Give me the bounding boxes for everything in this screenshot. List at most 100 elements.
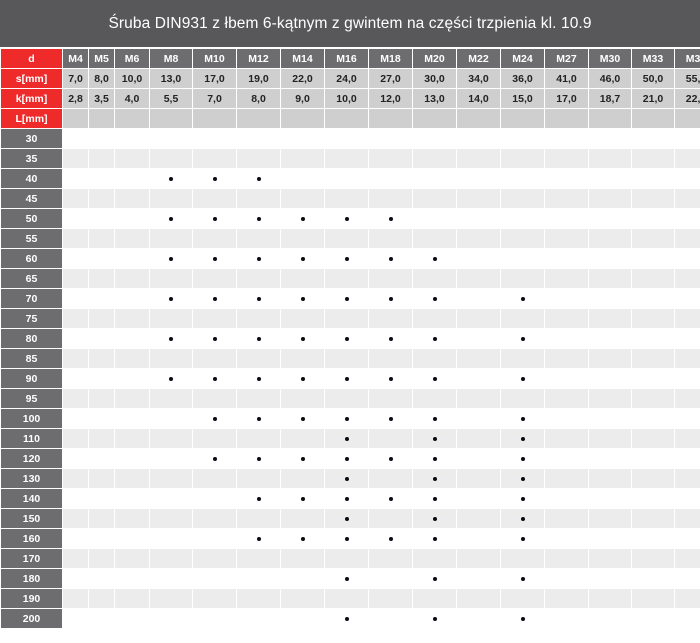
cell-L90-M10: [193, 369, 236, 388]
cell-L110-M12: [237, 429, 280, 448]
cell-L180-M18: [369, 569, 412, 588]
cell-L130-M12: [237, 469, 280, 488]
cell-L110-M27: [545, 429, 588, 448]
k-value-M20: 13,0: [413, 89, 456, 108]
header-row-d: d M4 M5 M6 M8 M10 M12 M14 M16 M18 M20 M22 M24 M27 M30…: [1, 49, 700, 68]
availability-dot-icon: [344, 576, 349, 581]
availability-dot-icon: [520, 336, 525, 341]
cell-L130-M14: [281, 469, 324, 488]
cell-L85-M24: [501, 349, 544, 368]
k-value-M12: 8,0: [237, 89, 280, 108]
cell-L110-M20: [413, 429, 456, 448]
availability-dot-icon: [300, 416, 305, 421]
availability-dot-icon: [212, 256, 217, 261]
cell-L70-M18: [369, 289, 412, 308]
row-label-L50: 50: [1, 209, 62, 228]
cell-L30-M5: [89, 129, 114, 148]
cell-L35-M10: [193, 149, 236, 168]
header-label-k: k[mm]: [1, 89, 62, 108]
cell-L90-M22: [457, 369, 500, 388]
cell-L100-M20: [413, 409, 456, 428]
cell-L90-M8: [150, 369, 192, 388]
cell-L150-M4: [63, 509, 88, 528]
table-row: 140: [1, 489, 700, 508]
cell-L95-M4: [63, 389, 88, 408]
cell-L75-M27: [545, 309, 588, 328]
cell-L190-M24: [501, 589, 544, 608]
availability-dot-icon: [212, 336, 217, 341]
cell-L45-M10: [193, 189, 236, 208]
cell-L130-M6: [115, 469, 149, 488]
availability-dot-icon: [432, 496, 437, 501]
availability-dot-icon: [344, 416, 349, 421]
cell-L75-M8: [150, 309, 192, 328]
cell-L90-M33: [632, 369, 674, 388]
cell-L75-M12: [237, 309, 280, 328]
availability-dot-icon: [256, 536, 261, 541]
col-header-M36: M36: [675, 49, 700, 68]
cell-L60-M4: [63, 249, 88, 268]
cell-L85-M12: [237, 349, 280, 368]
s-value-M16: 24,0: [325, 69, 368, 88]
availability-dot-icon: [256, 176, 261, 181]
cell-L100-M8: [150, 409, 192, 428]
cell-L130-M20: [413, 469, 456, 488]
table-row: 200: [1, 609, 700, 628]
cell-L65-M24: [501, 269, 544, 288]
cell-L190-M8: [150, 589, 192, 608]
availability-dot-icon: [520, 536, 525, 541]
cell-L100-M12: [237, 409, 280, 428]
cell-L120-M6: [115, 449, 149, 468]
row-label-L120: 120: [1, 449, 62, 468]
cell-L95-M20: [413, 389, 456, 408]
cell-L90-M24: [501, 369, 544, 388]
cell-L55-M16: [325, 229, 368, 248]
cell-L65-M27: [545, 269, 588, 288]
cell-L65-M6: [115, 269, 149, 288]
cell-L110-M24: [501, 429, 544, 448]
cell-L150-M8: [150, 509, 192, 528]
row-label-L45: 45: [1, 189, 62, 208]
availability-dot-icon: [388, 536, 393, 541]
s-value-M24: 36,0: [501, 69, 544, 88]
availability-dot-icon: [432, 536, 437, 541]
availability-dot-icon: [432, 456, 437, 461]
cell-L110-M8: [150, 429, 192, 448]
cell-L140-M20: [413, 489, 456, 508]
availability-dot-icon: [169, 216, 173, 221]
availability-dot-icon: [169, 296, 173, 301]
availability-dot-icon: [344, 616, 349, 621]
cell-L30-M8: [150, 129, 192, 148]
cell-L30-M12: [237, 129, 280, 148]
availability-dot-icon: [520, 436, 525, 441]
header-label-L: L[mm]: [1, 109, 62, 128]
row-label-L65: 65: [1, 269, 62, 288]
cell-L200-M8: [150, 609, 192, 628]
cell-L100-M18: [369, 409, 412, 428]
cell-L40-M22: [457, 169, 500, 188]
cell-L180-M24: [501, 569, 544, 588]
cell-L80-M8: [150, 329, 192, 348]
cell-L35-M18: [369, 149, 412, 168]
cell-L45-M22: [457, 189, 500, 208]
table-row: 160: [1, 529, 700, 548]
page-title-text: Śruba DIN931 z łbem 6-kątnym z gwintem n…: [108, 14, 592, 32]
cell-L140-M12: [237, 489, 280, 508]
k-value-M27: 17,0: [545, 89, 588, 108]
cell-L35-M16: [325, 149, 368, 168]
cell-L55-M27: [545, 229, 588, 248]
cell-L45-M18: [369, 189, 412, 208]
cell-L40-M27: [545, 169, 588, 188]
cell-L90-M4: [63, 369, 88, 388]
cell-L65-M5: [89, 269, 114, 288]
cell-L50-M10: [193, 209, 236, 228]
table-header: d M4 M5 M6 M8 M10 M12 M14 M16 M18 M20 M22 M24 M27 M30…: [1, 49, 700, 128]
cell-L85-M6: [115, 349, 149, 368]
cell-L110-M18: [369, 429, 412, 448]
cell-L95-M27: [545, 389, 588, 408]
cell-L180-M14: [281, 569, 324, 588]
cell-L120-M5: [89, 449, 114, 468]
availability-dot-icon: [212, 376, 217, 381]
cell-L60-M22: [457, 249, 500, 268]
availability-dot-icon: [432, 436, 437, 441]
